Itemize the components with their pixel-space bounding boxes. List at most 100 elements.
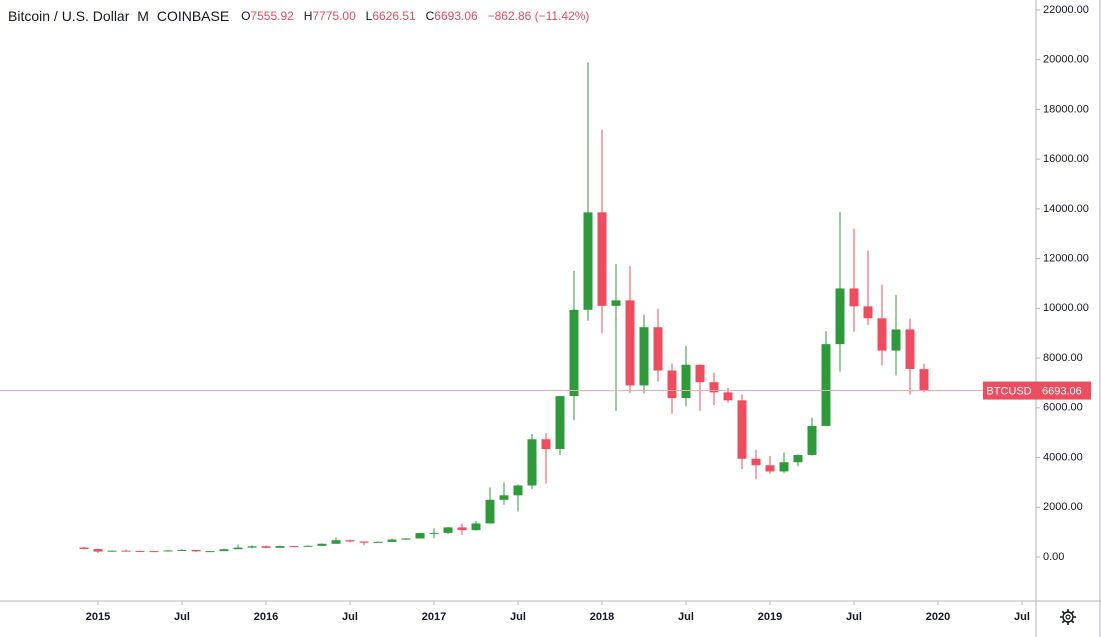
candle-body [583,212,593,310]
price-tag-symbol: BTCUSD [986,385,1031,397]
settings-button[interactable] [1060,609,1076,625]
price-tag-box [1036,381,1091,400]
plot-area [0,62,1036,554]
ohlc-label: O [241,9,250,23]
y-tick-label: 14000.00 [1043,203,1089,215]
candle-body [219,549,229,552]
x-tick-label: Jul [678,611,694,623]
candle-body [849,288,859,307]
candle-body [177,549,187,551]
candle-body [359,541,369,543]
x-tick-label: 2020 [926,611,950,623]
candle-body [905,329,915,370]
candle-body [93,549,103,552]
x-tick-label: Jul [510,611,526,623]
y-tick-label: 20000.00 [1043,54,1089,66]
candle-body [723,392,733,401]
candle-body [807,425,817,456]
x-tick-label: Jul [1014,611,1030,623]
x-tick-label: 2015 [86,611,110,623]
candle-body [345,540,355,542]
candle-body [779,462,789,472]
candle-body [289,546,299,548]
candle-body [471,523,481,531]
candle-body [443,527,453,533]
price-tag-label: 6693.06 [1042,385,1082,397]
ohlc-label: H [304,9,313,23]
y-tick-label: 0.00 [1043,551,1064,563]
x-tick-label: 2017 [422,611,446,623]
candle-body [569,309,579,397]
candle-body [317,543,327,546]
candle-body [401,538,411,540]
y-tick-label: 4000.00 [1043,451,1083,463]
y-tick-label: 22000.00 [1043,4,1089,16]
candle-body [121,550,131,552]
candle-body [597,212,607,306]
x-tick-label: Jul [342,611,358,623]
candle-body [737,400,747,459]
candle-body [695,364,705,383]
candle-body [625,300,635,386]
candle-body [821,344,831,426]
candle-body [387,539,397,542]
candle-body [541,439,551,450]
gear-icon [1065,614,1071,620]
candle-body [373,541,383,543]
candle-body [877,318,887,351]
exchange: COINBASE [157,8,229,24]
ohlc-value: 6626.51 [372,9,416,23]
candle-body [457,527,467,531]
candle-body [667,370,677,399]
change: −862.86 (−11.42%) [488,9,590,23]
ohlc-value: 6693.06 [434,9,478,23]
candle-body [793,455,803,463]
candle-body [863,306,873,319]
candle-body [653,327,663,371]
x-tick-label: 2019 [758,611,782,623]
ohlc-value: 7775.00 [312,9,356,23]
price-tag-box [983,381,1036,400]
candle-body [765,465,775,472]
candle-body [527,439,537,486]
candle-body [751,458,761,466]
gear-icon [1060,609,1076,625]
candle-body [107,550,117,552]
ohlc-value: 7555.92 [250,9,294,23]
candle-body [499,495,509,500]
y-tick-label: 16000.00 [1043,153,1089,165]
candle-body [149,551,159,553]
candle-body [135,550,145,552]
y-tick-label: 10000.00 [1043,302,1089,314]
candle-body [79,547,89,550]
x-tick-label: 2016 [254,611,278,623]
y-tick-label: 8000.00 [1043,352,1083,364]
candle-body [191,549,201,552]
x-tick-label: 2018 [590,611,614,623]
status-line: Bitcoin / U.S. Dollar M COINBASE O7555.9… [8,8,589,24]
candle-body [709,382,719,393]
interval: M [137,8,149,24]
y-tick-label: 6000.00 [1043,402,1083,414]
candle-body [415,533,425,539]
candle-body [163,550,173,552]
y-tick-label: 2000.00 [1043,501,1083,513]
candle-body [513,485,523,496]
y-tick-label: 12000.00 [1043,253,1089,265]
candle-body [275,546,285,548]
symbol: Bitcoin / U.S. Dollar [8,8,130,24]
candle-body [639,327,649,386]
candle-body [303,545,313,547]
candle-body [681,364,691,399]
candle-body [429,532,439,534]
x-tick-label: Jul [846,611,862,623]
candle-body [611,300,621,306]
ohlc-label: C [426,9,435,23]
candle-body [261,546,271,548]
candle-body [205,551,215,553]
candle-body [835,288,845,345]
ohlc-label: L [366,9,373,23]
candle-body [247,546,257,548]
